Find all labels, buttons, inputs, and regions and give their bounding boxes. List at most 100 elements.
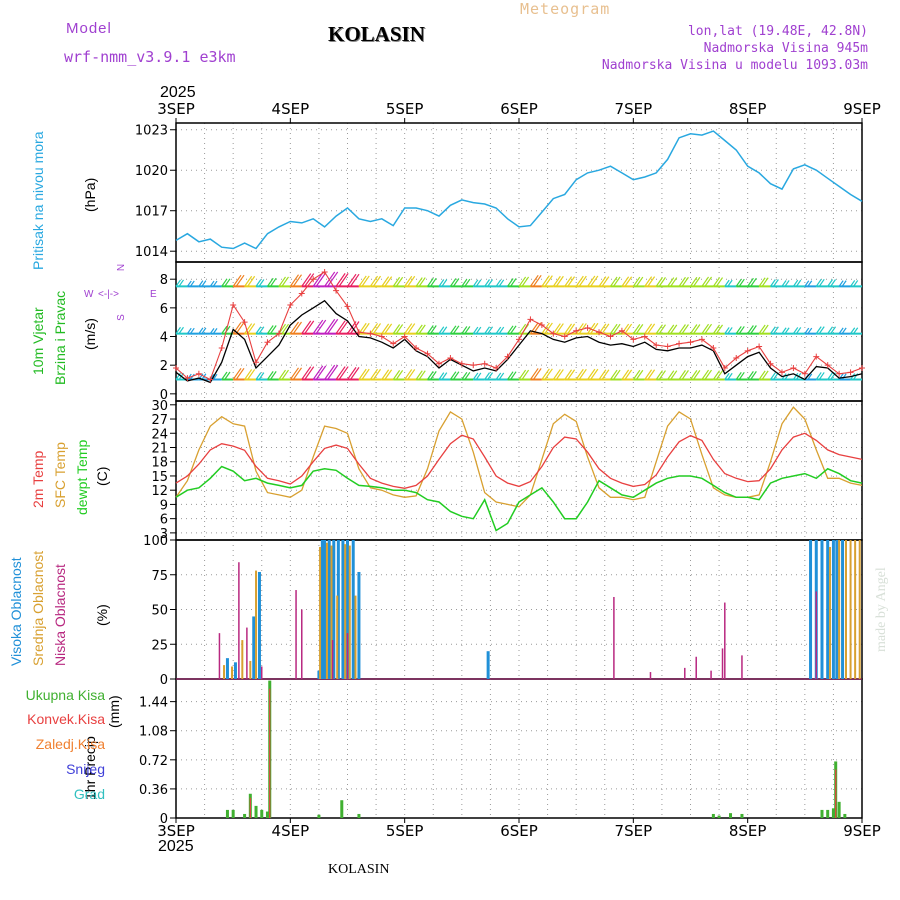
wind-barb-flag: [415, 324, 423, 334]
wind-barb-flag: [369, 368, 379, 380]
wind-barb-flag: [690, 370, 698, 380]
y-tick-label: 0: [160, 812, 168, 827]
wind-gust-marker: [230, 301, 237, 308]
wind-barb-flag: [567, 323, 576, 334]
x-label-bottom: 7SEP: [615, 822, 653, 840]
wind-barb-flag: [369, 323, 379, 334]
wind-barb-flag: [598, 276, 607, 287]
wind-gust-marker: [698, 336, 705, 343]
wind-gust-marker: [516, 336, 522, 343]
wind-barb-flag: [601, 369, 610, 380]
wind-barb-flag: [564, 276, 573, 287]
cloud-high-bar: [831, 540, 835, 679]
wind-barb-flag: [758, 370, 766, 380]
precip-total-bar: [711, 813, 715, 818]
wind-barb-flag: [598, 369, 607, 380]
wind-barb-flag: [738, 278, 745, 287]
wind-barb-flag: [552, 323, 561, 334]
y-tick-label: 75: [151, 569, 168, 584]
wind-barb-flag: [807, 373, 813, 380]
wind-barb-flag: [441, 279, 448, 287]
wind-barb-flag: [678, 370, 686, 380]
wind-barb-flag: [818, 278, 825, 287]
wind-barb-flag: [381, 276, 390, 287]
wind-barb-flag: [770, 279, 776, 287]
wind-gust-marker: [641, 333, 648, 340]
wind-barb-flag: [624, 276, 633, 287]
wind-barb-flag: [724, 279, 730, 287]
wind-barb-flag: [289, 321, 300, 334]
wind-barb-flag: [587, 322, 596, 334]
cloud-high-bar: [841, 540, 845, 679]
wind-barb-flag: [838, 280, 844, 287]
legend-total: Ukupna Kisa: [25, 687, 105, 703]
wind-barb-flag: [529, 322, 539, 334]
wind-barb-flag: [635, 369, 644, 380]
wind-barb-flag: [430, 371, 437, 380]
wind-barb-flag: [255, 279, 262, 287]
cloud-low-bar: [246, 627, 248, 679]
wind-barb-flag: [601, 323, 610, 334]
wind-barb-flag: [612, 369, 621, 380]
wind-barb-flag: [738, 326, 745, 334]
wind-barb-flag: [175, 279, 181, 287]
cloud-mid-bar: [325, 542, 328, 679]
wind-barb-flag: [807, 280, 813, 287]
wind-barb-flag: [384, 276, 393, 287]
wind-gust-marker: [653, 342, 660, 349]
x-label-top: 4SEP: [272, 100, 310, 118]
footer-station: KOLASIN: [328, 862, 390, 877]
wind-barb-flag: [578, 368, 587, 380]
wind-barb-flag: [590, 322, 599, 334]
wind-barb-flag: [472, 326, 479, 334]
wind-gust-marker: [527, 316, 534, 323]
wind-gust-marker: [676, 340, 683, 347]
wind-barb-flag: [587, 368, 596, 380]
wind-barb-flag: [575, 323, 584, 334]
wind-barb-flag: [472, 279, 479, 287]
compass-e: E: [150, 289, 157, 300]
wind-barb-flag: [667, 370, 675, 380]
wind-barb-flag: [658, 277, 666, 287]
wind-barb-flag: [189, 327, 195, 334]
wind-barb-flag: [667, 277, 675, 287]
wind-gust-marker: [778, 369, 785, 376]
wind-gust-marker: [859, 365, 865, 372]
wind-barb-flag: [244, 323, 253, 334]
wind-gust-marker: [458, 360, 465, 367]
y-tick-label: 0.36: [139, 783, 168, 798]
y-tick-label: 18: [151, 456, 168, 471]
wind-gust-marker: [630, 336, 637, 343]
wind-gust-marker: [836, 370, 843, 377]
wind-gust-marker: [767, 360, 774, 367]
y-tick-label: 9: [160, 498, 168, 513]
y-tick-label: 21: [151, 441, 168, 456]
cloud-mid-bar: [336, 595, 339, 679]
cloud-high-bar: [820, 540, 824, 679]
wind-barb-flag: [347, 367, 357, 380]
wind-barb-flag: [335, 273, 346, 287]
wind-barb-flag: [484, 279, 491, 287]
wind-gust-marker: [241, 319, 248, 326]
wind-barb-flag: [312, 319, 324, 334]
model-label: Model: [66, 20, 112, 37]
wind-barb-flag: [693, 276, 701, 287]
precip-conv-bar: [269, 688, 271, 818]
precip-total-bar: [265, 811, 269, 818]
wind-barb-flag: [747, 371, 754, 380]
wind-barb-flag: [338, 320, 349, 334]
wind-barb-flag: [381, 369, 390, 380]
wind-gust-marker: [310, 276, 317, 283]
cloud-high-bar: [327, 540, 331, 679]
cloud-high-bar: [357, 571, 361, 679]
wind-barb-flag: [361, 368, 370, 380]
cloud-high-bar: [233, 662, 237, 679]
precip-total-bar: [225, 809, 229, 818]
year-top: 2025: [160, 84, 196, 101]
wind-barb-flag: [655, 370, 663, 380]
wind-barb-flag: [567, 369, 576, 380]
wind-barb-flag: [324, 364, 336, 380]
cloud-mid-bar: [828, 546, 831, 679]
wind-barb-flag: [624, 369, 633, 380]
wind-barb-flag: [647, 276, 656, 287]
